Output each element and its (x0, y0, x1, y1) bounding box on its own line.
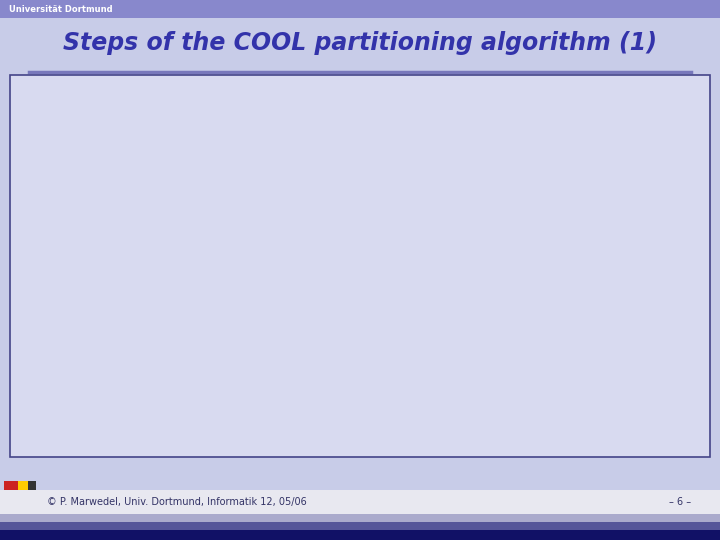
Text: :: : (248, 310, 253, 325)
Text: Synthesis of hardware components: Synthesis of hardware components (20, 310, 340, 325)
Text: estimation of the resulting execution time: estimation of the resulting execution ti… (60, 250, 397, 265)
Text: Compilation: Compilation (20, 160, 128, 175)
Text: Steps of the COOL partitioning algorithm (1): Steps of the COOL partitioning algorithm… (63, 31, 657, 55)
Text: Translation of the behavior into an internal graph model: Translation of the behavior into an inte… (20, 100, 532, 115)
Text: •: • (33, 220, 42, 235)
Text: All C programs compiled for the target processor,: All C programs compiled for the target p… (60, 190, 458, 205)
Text: ∀ leaf node, application-specific hardware is synthesized.: ∀ leaf node, application-specific hardwa… (60, 340, 521, 355)
Text: Computation of the resulting program size,: Computation of the resulting program siz… (60, 220, 407, 235)
Text: – 6 –: – 6 – (669, 497, 691, 507)
Bar (28, 481, 36, 510)
Text: © P. Marwedel, Univ. Dortmund, Informatik 12, 05/06: © P. Marwedel, Univ. Dortmund, Informati… (47, 497, 307, 507)
Bar (18, 481, 28, 510)
Text: High-level synthesis sufficiently fast.: High-level synthesis sufficiently fast. (60, 370, 355, 385)
Text: (simulation input data might be required): (simulation input data might be required… (82, 280, 416, 295)
Text: •: • (33, 250, 42, 265)
Text: •: • (33, 190, 42, 205)
Text: Translation of the behavior of each node from VHDL into C: Translation of the behavior of each node… (20, 130, 550, 145)
Bar (4, 481, 18, 510)
Text: Universität Dortmund: Universität Dortmund (9, 4, 112, 14)
